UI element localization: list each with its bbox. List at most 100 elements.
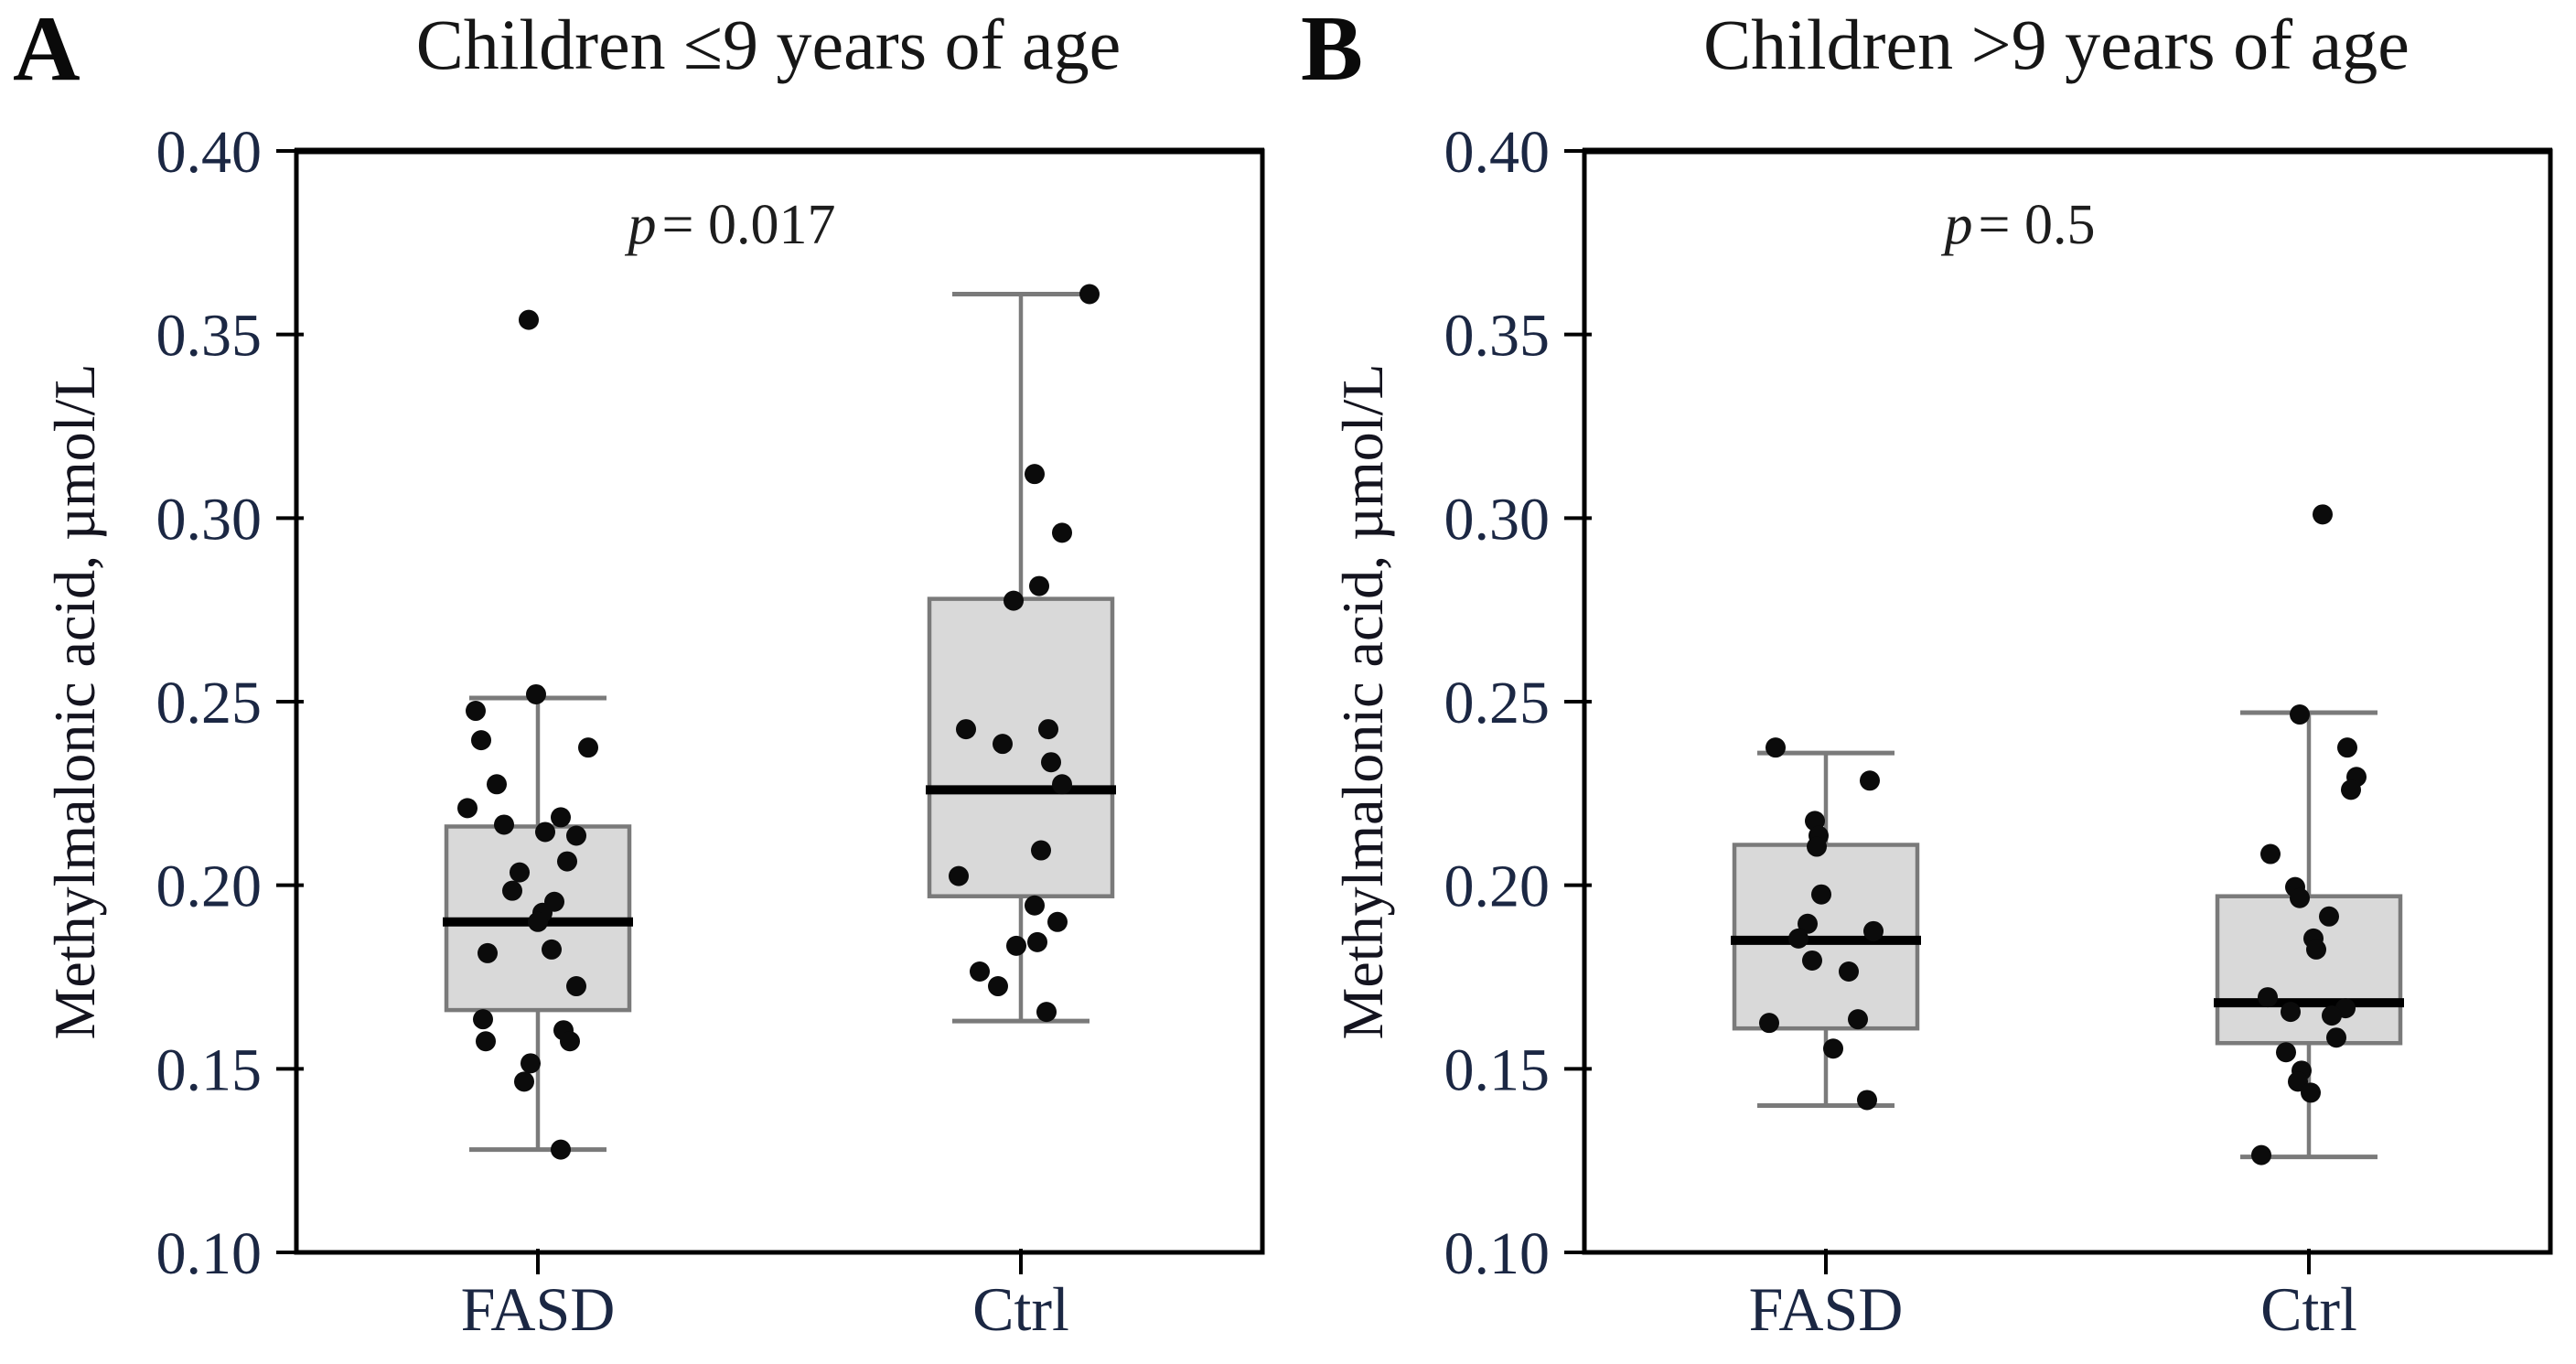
y-tick-label: 0.15	[1444, 1036, 1551, 1103]
data-point	[1047, 911, 1068, 932]
data-point	[1038, 719, 1058, 740]
data-point	[1807, 836, 1827, 857]
data-point	[478, 942, 498, 963]
data-point	[1052, 774, 1072, 795]
data-point	[502, 880, 522, 901]
data-point	[2322, 1005, 2342, 1026]
panel-b-label: B	[1301, 0, 1364, 101]
data-point	[1857, 1090, 1877, 1111]
data-point	[2301, 1082, 2321, 1103]
category-label-ctrl: Ctrl	[2260, 1274, 2357, 1344]
data-point	[2251, 1144, 2271, 1165]
data-point	[1798, 913, 1818, 934]
data-point	[1811, 884, 1831, 905]
p-value-text: = 0.5	[1978, 194, 2096, 256]
data-point	[2290, 887, 2310, 908]
y-tick-label: 0.10	[1444, 1220, 1551, 1287]
data-point	[542, 939, 562, 960]
box-plot-svg: 0.40 0.35 0.30 0.25 0.20 0.15 0.10	[1444, 119, 2553, 1287]
y-tick-label: 0.20	[156, 854, 263, 920]
data-point	[1863, 920, 1884, 941]
p-value-annotation: p= 0.5	[1736, 194, 2303, 256]
y-tick-label: 0.40	[1444, 119, 1551, 186]
y-tick-label: 0.20	[1444, 854, 1551, 920]
data-point	[457, 798, 478, 819]
data-point	[970, 961, 990, 982]
box-rect	[927, 596, 1115, 898]
data-point	[1079, 284, 1100, 305]
data-point	[1025, 895, 1045, 916]
panel-b-title: Children >9 years of age	[1703, 5, 2410, 84]
data-point	[1004, 590, 1024, 611]
data-point	[514, 1071, 534, 1092]
data-point	[510, 862, 530, 883]
panel-a: A Children ≤9 years of age Methylmalonic…	[13, 0, 1265, 1344]
data-point	[519, 309, 539, 330]
data-point	[526, 683, 546, 704]
box-plot-svg: 0.40 0.35 0.30 0.25 0.20 0.15 0.10	[156, 119, 1265, 1287]
data-point	[566, 976, 586, 997]
data-point	[1860, 770, 1880, 791]
data-point	[1029, 575, 1049, 596]
data-point	[1027, 931, 1047, 952]
y-tick-label: 0.35	[1444, 303, 1551, 370]
data-point	[566, 825, 586, 846]
data-point	[1802, 950, 1822, 971]
plot-border	[1582, 148, 2553, 1255]
data-point	[1025, 464, 1045, 485]
data-point	[2337, 737, 2357, 758]
data-point	[2341, 779, 2361, 800]
data-point	[988, 976, 1008, 997]
data-point	[2276, 1042, 2296, 1063]
category-label-fasd: FASD	[460, 1274, 616, 1344]
data-point	[560, 1031, 580, 1052]
data-point	[487, 774, 507, 795]
data-point	[1766, 737, 1786, 758]
data-point	[551, 807, 571, 828]
y-tick-label: 0.15	[156, 1036, 263, 1103]
data-point	[1839, 961, 1859, 982]
category-label-ctrl: Ctrl	[972, 1274, 1069, 1344]
data-point	[1848, 1009, 1868, 1030]
data-point	[1052, 522, 1072, 543]
data-point	[1006, 935, 1026, 956]
data-point	[2258, 987, 2278, 1008]
data-point	[1823, 1038, 1843, 1059]
y-tick-label: 0.35	[156, 303, 263, 370]
data-point	[521, 1053, 541, 1074]
data-point	[2319, 906, 2339, 927]
panel-a-title: Children ≤9 years of age	[415, 5, 1122, 84]
data-point	[1788, 928, 1809, 949]
data-point	[557, 851, 577, 872]
panel-b: B Children >9 years of age Methylmalonic…	[1288, 0, 2576, 1364]
data-point	[1031, 840, 1051, 861]
data-point	[2313, 504, 2333, 525]
data-point	[956, 719, 976, 740]
data-point	[578, 737, 598, 758]
p-value-text: = 0.017	[661, 194, 836, 256]
p-value-annotation: p= 0.017	[448, 194, 1015, 256]
y-tick-label: 0.40	[156, 119, 263, 186]
data-point	[551, 1139, 571, 1160]
data-point	[535, 822, 555, 843]
data-point	[1759, 1013, 1779, 1034]
y-tick-label: 0.10	[156, 1220, 263, 1287]
y-tick-label: 0.30	[1444, 486, 1551, 553]
data-point	[528, 911, 548, 932]
data-point	[993, 734, 1013, 755]
data-point	[1036, 1002, 1057, 1023]
data-point	[949, 865, 969, 886]
data-point	[2326, 1027, 2346, 1048]
plot-border	[294, 148, 1265, 1255]
p-symbol: p	[628, 194, 657, 256]
y-tick-label: 0.25	[1444, 670, 1551, 736]
y-tick-label: 0.30	[156, 486, 263, 553]
data-point	[476, 1031, 496, 1052]
data-point	[473, 1009, 493, 1030]
data-point	[2290, 704, 2310, 725]
data-point	[2281, 1002, 2301, 1023]
data-point	[466, 701, 486, 722]
data-point	[1041, 752, 1061, 773]
data-point	[494, 814, 514, 835]
